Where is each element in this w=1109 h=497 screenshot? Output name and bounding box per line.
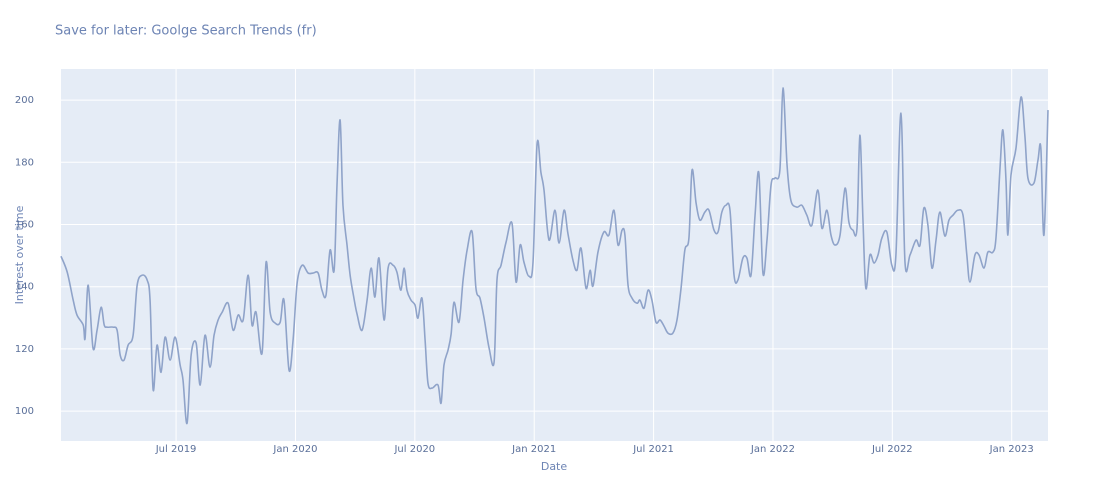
x-tick-label: Jul 2021	[632, 444, 674, 455]
grid	[61, 69, 1048, 441]
y-tick-label: 200	[15, 95, 34, 106]
y-tick-label: 160	[15, 220, 34, 231]
marks	[60, 87, 1049, 425]
chart-title: Save for later: Goolge Search Trends (fr…	[55, 24, 317, 39]
y-tick-label: 100	[15, 406, 34, 417]
line-series	[60, 87, 1049, 425]
x-tick-label: Jan 2020	[272, 444, 317, 455]
y-tick-label: 180	[15, 157, 34, 168]
x-tick-label: Jul 2019	[155, 444, 197, 455]
x-tick-label: Jan 2021	[511, 444, 556, 455]
x-tick-label: Jul 2022	[871, 444, 913, 455]
y-tick-label: 140	[15, 282, 34, 293]
plot-area	[61, 69, 1048, 441]
x-tick-label: Jan 2023	[989, 444, 1034, 455]
y-tick-label: 120	[15, 344, 34, 355]
y-axis-title: Interest over time	[13, 205, 26, 304]
x-tick-label: Jul 2020	[393, 444, 435, 455]
x-axis-title: Date	[541, 460, 568, 473]
x-tick-label: Jan 2022	[750, 444, 795, 455]
